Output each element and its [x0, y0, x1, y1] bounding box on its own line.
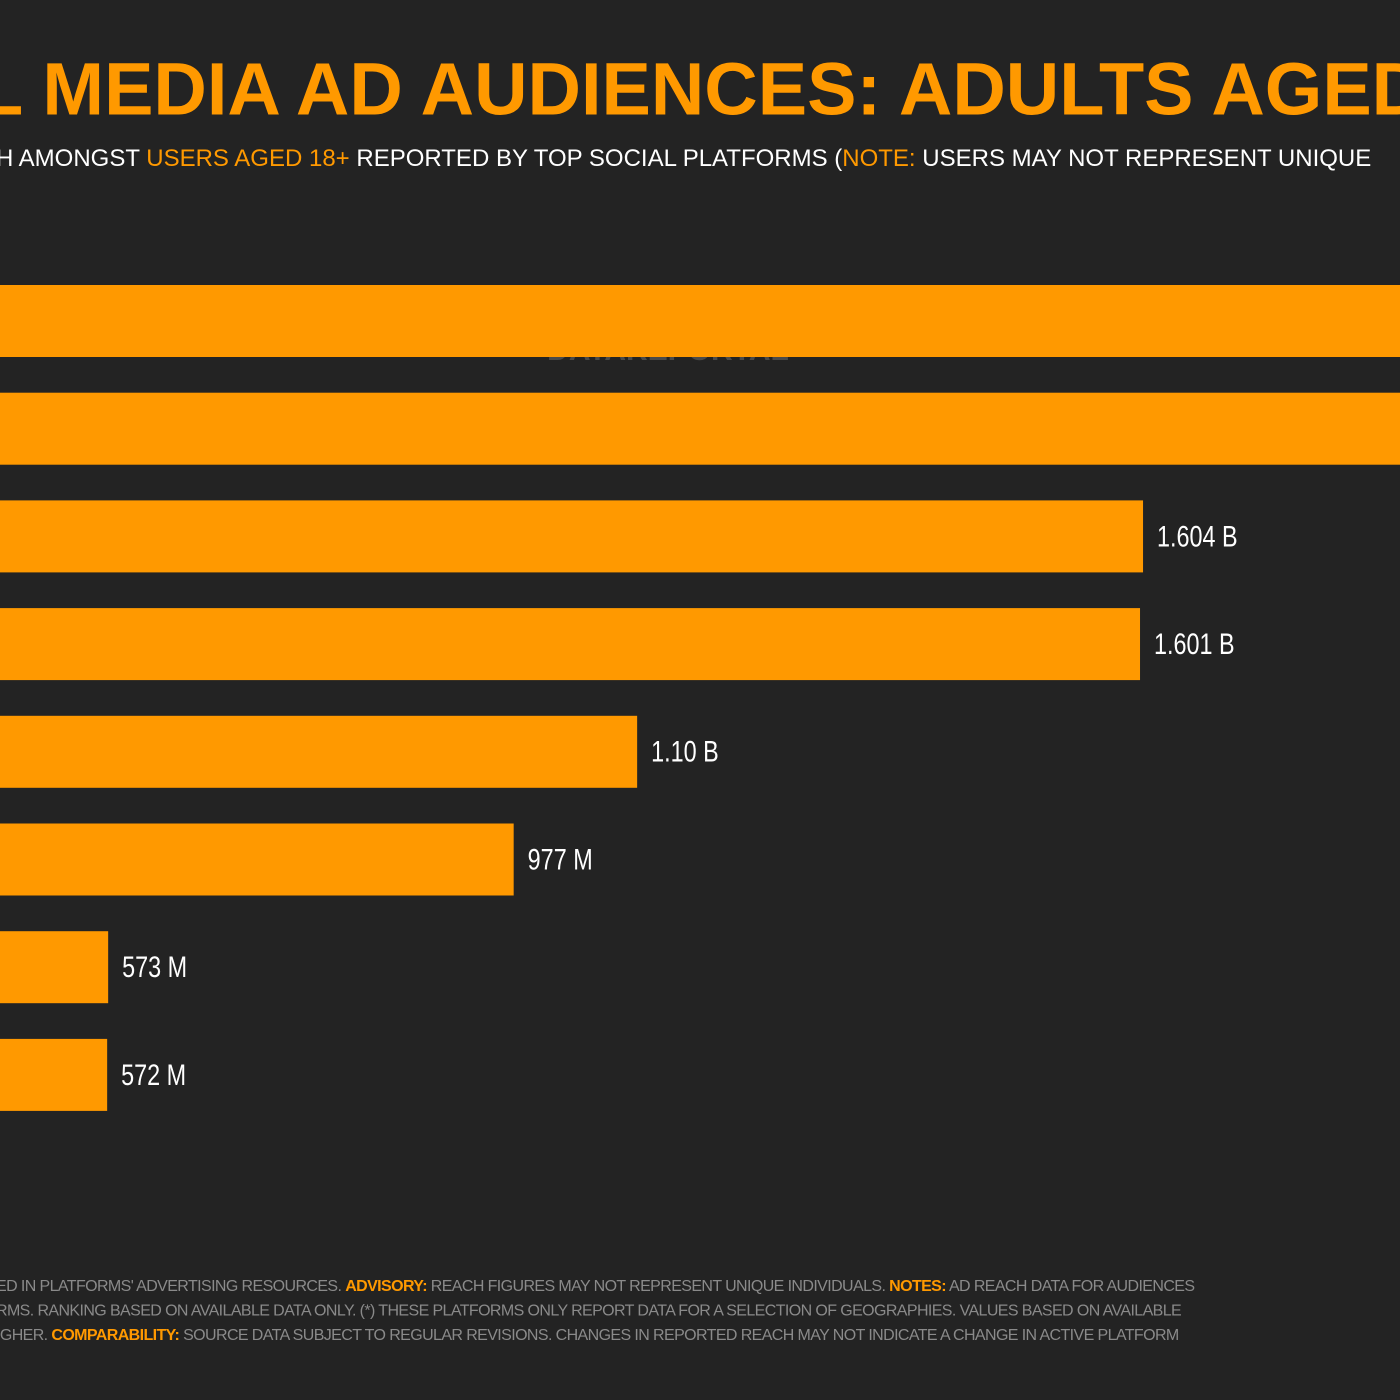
bar: [0, 608, 1141, 681]
text-segment: REACH FIGURES MAY NOT REPRESENT UNIQUE I…: [427, 1278, 889, 1295]
footer-line: IGHER. COMPARABILITY: SOURCE DATA SUBJEC…: [0, 1327, 1179, 1344]
highlight-text: COMPARABILITY:: [51, 1327, 179, 1344]
text-segment: AD REACH DATA FOR AUDIENCES: [946, 1278, 1194, 1295]
bar: [0, 715, 638, 788]
value-label: 1.601 B: [1154, 627, 1235, 660]
footer-line: ED IN PLATFORMS' ADVERTISING RESOURCES. …: [0, 1278, 1194, 1295]
bar: [0, 392, 1400, 465]
text-segment: SOURCE DATA SUBJECT TO REGULAR REVISIONS…: [179, 1327, 1179, 1344]
text-segment: IGHER.: [0, 1327, 51, 1344]
value-label: 1.10 B: [651, 735, 719, 768]
text-segment: REPORTED BY TOP SOCIAL PLATFORMS (: [350, 145, 843, 172]
bar: [0, 1038, 108, 1111]
chart-title: L MEDIA AD AUDIENCES: ADULTS AGED 1: [0, 48, 1400, 131]
footer-line: RMS. RANKING BASED ON AVAILABLE DATA ONL…: [0, 1303, 1181, 1320]
bar: [0, 500, 1144, 573]
value-label: 977 M: [528, 843, 593, 876]
bar: [0, 823, 514, 896]
highlight-text: NOTES:: [889, 1278, 946, 1295]
text-segment: USERS MAY NOT REPRESENT UNIQUE: [916, 145, 1372, 172]
text-segment: RMS. RANKING BASED ON AVAILABLE DATA ONL…: [0, 1303, 1181, 1320]
bar: [0, 285, 1400, 357]
chart-subtitle: H AMONGST USERS AGED 18+ REPORTED BY TOP…: [0, 145, 1371, 172]
highlight-text: ADVISORY:: [345, 1278, 427, 1295]
highlight-text: USERS AGED 18+: [146, 145, 349, 172]
text-segment: H AMONGST: [0, 145, 146, 172]
value-label: 1.604 B: [1157, 520, 1238, 553]
text-segment: ED IN PLATFORMS' ADVERTISING RESOURCES.: [0, 1278, 345, 1295]
value-label: 572 M: [121, 1058, 186, 1091]
highlight-text: NOTE:: [842, 145, 915, 172]
value-label: 573 M: [122, 950, 187, 983]
bar: [0, 931, 109, 1004]
